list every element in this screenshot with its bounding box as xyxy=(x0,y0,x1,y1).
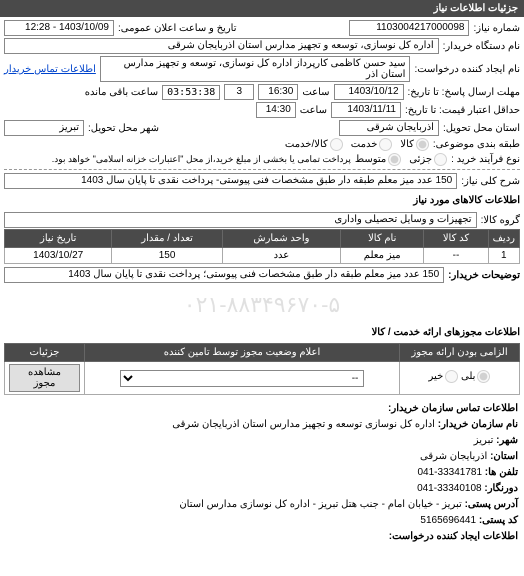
cell-unit: عدد xyxy=(222,248,340,264)
maintitle-label: شرح کلی نیاز: xyxy=(461,176,520,187)
cell-code: -- xyxy=(424,248,488,264)
buy-low-option[interactable]: جزئی xyxy=(409,153,447,166)
announce-value: 1403/10/09 - 12:28 xyxy=(4,20,114,36)
contact-info: اطلاعات تماس سازمان خریدار: نام سازمان خ… xyxy=(0,397,524,549)
city-value: تبریز xyxy=(4,120,84,136)
buytype-label: نوع فرآیند خرید : xyxy=(451,154,520,165)
panel-header: جزئیات اطلاعات نیاز xyxy=(0,0,524,17)
ctel-value: 33341781-041 xyxy=(417,467,482,478)
buy-note: پرداخت تمامی یا بخشی از مبلغ خرید،از محل… xyxy=(52,154,351,165)
permit-col-status: اعلام وضعیت مجوز توسط تامین کننده xyxy=(85,344,400,362)
buytype-radio-group: جزئی متوسط xyxy=(355,153,447,166)
permit-status-cell: -- xyxy=(85,362,400,395)
ccity-value: تبریز xyxy=(474,435,494,446)
number-value: 1103004217000098 xyxy=(349,20,469,36)
contact-title: اطلاعات تماس سازمان خریدار: xyxy=(388,403,518,414)
permits-section: الزامی بودن ارائه مجوز اعلام وضعیت مجوز … xyxy=(0,341,524,397)
permit-status-select[interactable]: -- xyxy=(120,370,365,387)
pkg-both-option[interactable]: کالا/خدمت xyxy=(285,138,343,151)
validity-time: 14:30 xyxy=(256,102,296,118)
validity-label: حداقل اعتبار قیمت: تا تاریخ: xyxy=(405,105,520,116)
items-section-title: اطلاعات کالاهای مورد نیاز xyxy=(0,192,524,209)
col-idx: ردیف xyxy=(488,230,519,248)
permit-details-cell: مشاهده مجوز xyxy=(5,362,85,395)
maintitle-value: 150 عدد میز معلم طبقه دار طبق مشخصات فنی… xyxy=(4,173,457,189)
deadline-date: 1403/10/12 xyxy=(334,84,404,100)
desc-value: 150 عدد میز معلم طبقه دار طبق مشخصات فنی… xyxy=(4,267,444,283)
cfax-value: 33340108-041 xyxy=(417,483,482,494)
cell-qty: 150 xyxy=(112,248,222,264)
creq-title: اطلاعات ایجاد کننده درخواست: xyxy=(389,531,518,542)
ccity-label: شهر: xyxy=(496,435,518,446)
caddr-value: تبریز - خیابان امام - جنب هتل تبریز - اد… xyxy=(179,499,461,510)
time-label-1: ساعت xyxy=(302,87,329,98)
permits-table: الزامی بودن ارائه مجوز اعلام وضعیت مجوز … xyxy=(4,343,520,395)
caddr-label: آدرس پستی: xyxy=(465,499,518,510)
number-label: شماره نیاز: xyxy=(473,23,520,34)
permit-col-details: جزئیات xyxy=(5,344,85,362)
col-date: تاریخ نیاز xyxy=(5,230,112,248)
cell-name: میز معلم xyxy=(341,248,424,264)
requester-value: سید حسن کاظمی کارپرداز اداره کل نوسازی، … xyxy=(100,56,411,82)
request-info: شماره نیاز: 1103004217000098 تاریخ و ساع… xyxy=(0,17,524,192)
cprov-label: استان: xyxy=(490,451,518,462)
org-label: نام دستگاه خریدار: xyxy=(443,41,520,52)
view-permit-button[interactable]: مشاهده مجوز xyxy=(9,364,80,392)
contact-link[interactable]: اطلاعات تماس خریدار xyxy=(4,64,96,75)
permit-yes[interactable]: بلی xyxy=(461,370,490,383)
czip-value: 5165696441 xyxy=(420,515,476,526)
items-section: گروه کالا: تجهیزات و وسایل تحصیلی واداری… xyxy=(0,209,524,286)
group-label: گروه کالا: xyxy=(481,215,520,226)
ctel-label: تلفن ها: xyxy=(485,467,518,478)
validity-date: 1403/11/11 xyxy=(331,102,401,118)
buy-mid-option[interactable]: متوسط xyxy=(355,153,401,166)
city-label: شهر محل تحویل: xyxy=(88,123,159,134)
cprov-value: اذربایجان شرقی xyxy=(420,451,487,462)
items-table: ردیف کد کالا نام کالا واحد شمارش تعداد /… xyxy=(4,229,520,264)
deadline-time: 16:30 xyxy=(258,84,298,100)
pkg-goods-option[interactable]: کالا xyxy=(400,138,429,151)
corg-label: نام سازمان خریدار: xyxy=(438,419,518,430)
province-label: استان محل تحویل: xyxy=(443,123,520,134)
remaining-label: ساعت باقی مانده xyxy=(85,87,158,98)
corg-value: اداره کل نوسازی توسعه و تجهیز مدارس استا… xyxy=(172,419,435,430)
czip-label: کد پستی: xyxy=(479,515,518,526)
province-value: اذربایجان شرقی xyxy=(339,120,439,136)
days-remaining: 3 xyxy=(224,84,254,100)
permits-section-title: اطلاعات مجوزهای ارائه خدمت / کالا xyxy=(0,324,524,341)
col-qty: تعداد / مقدار xyxy=(112,230,222,248)
col-name: نام کالا xyxy=(341,230,424,248)
watermark: ۰۲۱-۸۸۳۴۹۶۷۰-۵ xyxy=(0,286,524,324)
org-value: اداره کل نوسازی، توسعه و تجهیز مدارس است… xyxy=(4,38,439,54)
deadline-label: مهلت ارسال پاسخ: تا تاریخ: xyxy=(408,87,520,98)
permit-col-req: الزامی بودن ارائه مجوز xyxy=(400,344,520,362)
pkg-label: طبقه بندی موضوعی: xyxy=(433,139,520,150)
cfax-label: دورنگار: xyxy=(484,483,518,494)
permit-no[interactable]: خیر xyxy=(429,370,459,383)
desc-label: توضیحات خریدار: xyxy=(448,270,520,281)
announce-label: تاریخ و ساعت اعلان عمومی: xyxy=(118,23,237,34)
countdown: 03:53:38 xyxy=(162,85,220,100)
col-code: کد کالا xyxy=(424,230,488,248)
table-row: 1 -- میز معلم عدد 150 1403/10/27 xyxy=(5,248,520,264)
panel-title: جزئیات اطلاعات نیاز xyxy=(434,3,518,14)
pkg-service-option[interactable]: خدمت xyxy=(351,138,393,151)
col-unit: واحد شمارش xyxy=(222,230,340,248)
permit-row: بلی خیر -- مشاهده مجوز xyxy=(5,362,520,395)
pkg-radio-group: کالا خدمت کالا/خدمت xyxy=(285,138,429,151)
group-value: تجهیزات و وسایل تحصیلی واداری xyxy=(4,212,477,228)
time-label-2: ساعت xyxy=(300,105,327,116)
cell-idx: 1 xyxy=(488,248,519,264)
permit-required-cell: بلی خیر xyxy=(400,362,520,395)
cell-date: 1403/10/27 xyxy=(5,248,112,264)
requester-label: نام ایجاد کننده درخواست: xyxy=(414,64,520,75)
